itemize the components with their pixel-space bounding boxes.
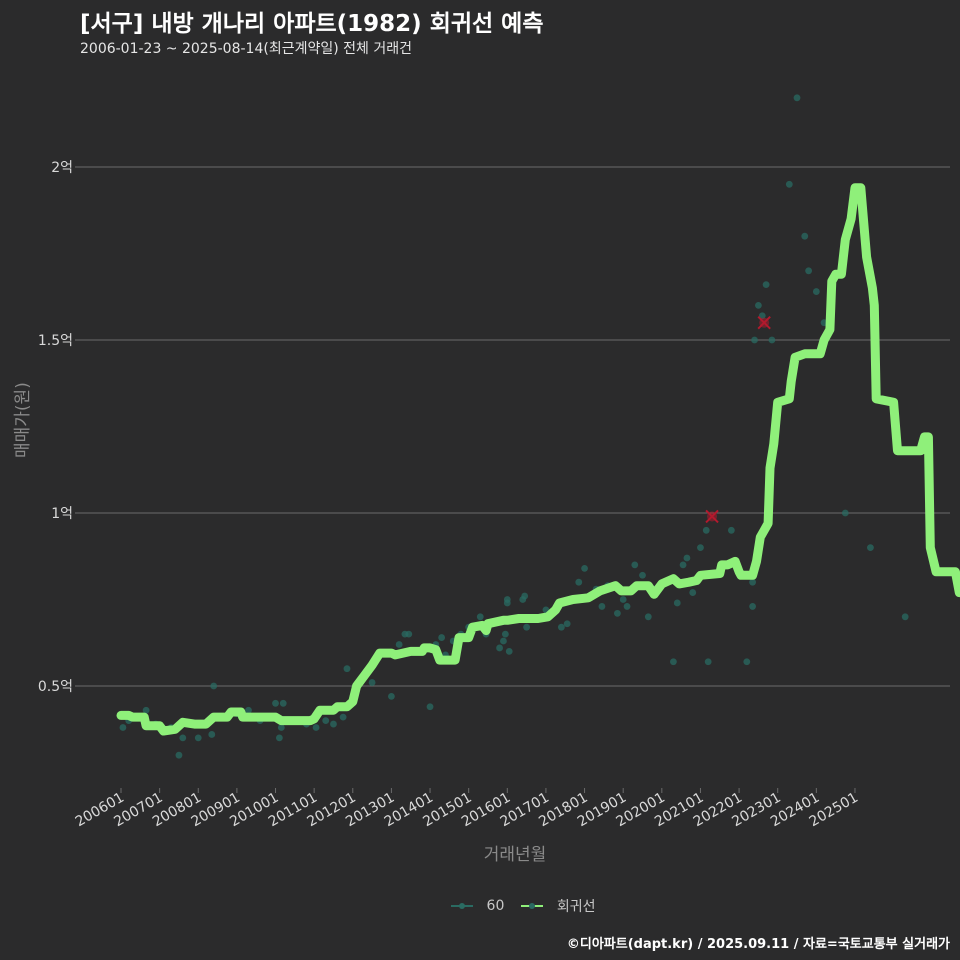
highlight-marker [705, 509, 719, 524]
scatter-point [563, 620, 571, 628]
scatter-point [277, 724, 285, 731]
scatter-point [279, 699, 287, 707]
scatter-point [768, 336, 776, 344]
scatter-point [793, 94, 801, 102]
scatter-point [194, 734, 202, 742]
scatter-point [245, 706, 252, 714]
scatter-point [496, 644, 503, 652]
legend-item-regression: 회귀선 [520, 896, 596, 916]
chart-title: [서구] 내방 개나리 아파트(1982) 회귀선 예측 [80, 11, 544, 37]
scatter-point [405, 630, 413, 638]
scatter-point [697, 544, 704, 551]
scatter-point [727, 526, 735, 534]
regression-line [116, 183, 960, 736]
scatter-point [343, 665, 351, 673]
legend-item-60: 60 [450, 898, 505, 914]
y-axis-label: 매매가(원) [13, 382, 33, 458]
scatter-point [581, 564, 588, 572]
scatter-point [523, 623, 531, 631]
scatter-point [142, 706, 150, 714]
scatter-point [801, 232, 809, 240]
scatter-point [208, 731, 216, 738]
scatter-point [679, 561, 687, 569]
scatter-point [210, 682, 218, 690]
y-gridlines [75, 166, 950, 687]
scatter-point [272, 699, 279, 707]
scatter-point [501, 630, 509, 638]
scatter-point [368, 679, 376, 686]
y-tick-label: 1.5억 [38, 333, 73, 349]
x-tick-labels: 2006012007012008012009012010012011012012… [73, 788, 861, 830]
legend: 60 회귀선 [0, 896, 960, 916]
footer-credit: ©디아파트(dapt.kr) / 2025.09.11 / 자료=국토교통부 실… [566, 937, 950, 952]
legend-key-regression [520, 900, 543, 912]
scatter-point [175, 751, 183, 759]
scatter-point [275, 734, 283, 742]
scatter-point [598, 603, 606, 610]
scatter-point [749, 578, 757, 586]
scatter-point [805, 267, 813, 275]
scatter-point [841, 509, 849, 517]
scatter-point [673, 599, 681, 607]
y-tick-label: 0.5억 [38, 679, 73, 695]
scatter-point [557, 623, 565, 631]
scatter-point [438, 634, 446, 641]
scatter-point [613, 609, 621, 617]
scatter-point [476, 613, 484, 621]
scatter-point [689, 589, 697, 596]
scatter-point [644, 613, 652, 621]
scatter-point [330, 720, 337, 728]
highlight-markers [705, 315, 771, 524]
scatter-point [683, 554, 691, 562]
legend-label-regression: 회귀선 [556, 899, 596, 915]
x-axis-label: 거래년월 [483, 845, 547, 865]
scatter-point [395, 641, 403, 648]
scatter-point [639, 571, 646, 579]
scatter-point [575, 578, 583, 586]
scatter-point [119, 724, 127, 731]
scatter-point [901, 613, 909, 621]
scatter-point [179, 734, 187, 742]
y-tick-label: 2억 [51, 160, 73, 176]
y-tick-label: 1억 [51, 506, 73, 522]
scatter-point [749, 603, 757, 610]
scatter-point [743, 658, 751, 666]
scatter-point [751, 336, 758, 344]
legend-label-60: 60 [486, 898, 505, 914]
scatter-point [754, 302, 762, 309]
scatter-point [867, 544, 874, 551]
scatter-point [521, 592, 529, 600]
scatter-point [704, 658, 712, 666]
y-tick-labels: 0.5억 1억 1.5억 2억 [38, 160, 73, 695]
scatter-point [758, 312, 766, 320]
scatter-point [322, 717, 330, 724]
scatter-point [702, 526, 710, 534]
scatter-point [388, 692, 395, 700]
scatter-point [505, 648, 513, 655]
scatter-point [762, 281, 770, 289]
scatter-point [426, 703, 434, 711]
scatter-point [339, 713, 347, 721]
scatter-point [785, 180, 793, 188]
regression-line-series [116, 183, 960, 736]
scatter-point [500, 637, 507, 645]
scatter-point [631, 561, 639, 569]
scatter-point [812, 288, 820, 295]
legend-key-60 [450, 900, 473, 912]
chart-subtitle: 2006-01-23 ~ 2025-08-14(최근계약일) 전체 거래건 [80, 41, 412, 57]
scatter-point [623, 603, 631, 610]
scatter-point [503, 596, 511, 603]
scatter-point [670, 658, 677, 666]
scatter-point [619, 596, 627, 603]
scatter-point [312, 724, 320, 731]
scatter-series-60 [119, 94, 909, 759]
highlight-marker [757, 315, 771, 330]
